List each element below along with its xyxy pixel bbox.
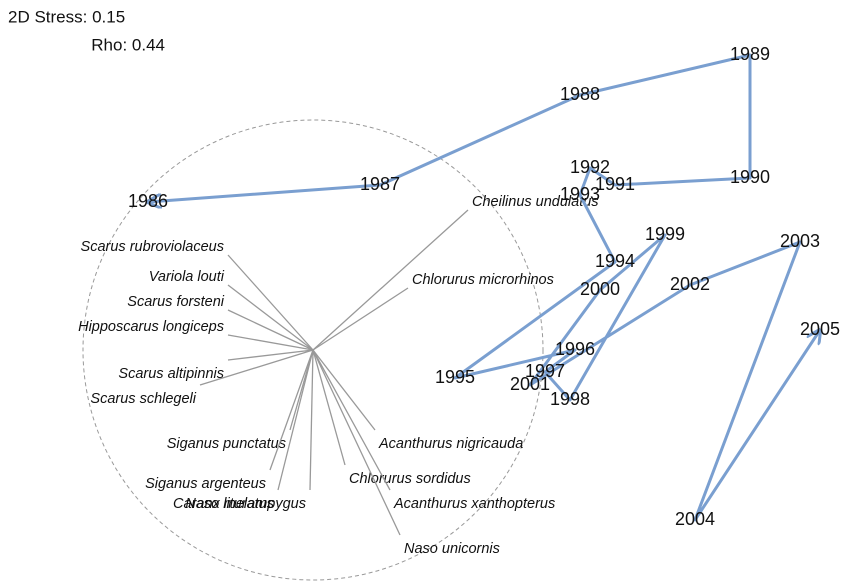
species-label: Variola louti (149, 269, 225, 285)
species-label: Scarus altipinnis (118, 366, 224, 382)
trajectory (148, 53, 820, 522)
year-label: 1994 (595, 251, 635, 271)
year-label: 1998 (550, 389, 590, 409)
species-label: Scarus forsteni (127, 294, 224, 310)
species-label: Siganus argenteus (145, 476, 266, 492)
species-label: Scarus rubroviolaceus (81, 239, 224, 255)
species-label: Chlorurus sordidus (349, 471, 471, 487)
species-vector (312, 349, 391, 491)
correlation-circle (82, 119, 544, 581)
year-label: 1989 (730, 44, 770, 64)
year-label: 2000 (580, 279, 620, 299)
species-label: Scarus schlegeli (90, 391, 196, 407)
year-label: 2001 (510, 374, 550, 394)
year-label: 1992 (570, 157, 610, 177)
year-label: 2003 (780, 231, 820, 251)
species-vector (312, 287, 409, 351)
rho-note: Rho: 0.44 (91, 35, 165, 54)
year-label: 1999 (645, 224, 685, 244)
species-label: Hipposcarus longiceps (78, 319, 224, 335)
species-label: Caranx melampygus (173, 496, 306, 512)
year-label: 2002 (670, 274, 710, 294)
species-vector (199, 349, 314, 386)
year-label: 1996 (555, 339, 595, 359)
species-vector (312, 349, 346, 466)
species-vector (309, 349, 314, 491)
species-vector (227, 309, 314, 351)
stress-note: 2D Stress: 0.15 (8, 7, 125, 26)
year-label: 1995 (435, 367, 475, 387)
year-label: 2005 (800, 319, 840, 339)
species-vector (269, 349, 314, 471)
species-vector (227, 349, 314, 361)
year-label: 1990 (730, 167, 770, 187)
year-label: 2004 (675, 509, 715, 529)
species-label: Chlorurus microrhinos (412, 272, 554, 288)
species-vector (312, 349, 376, 431)
year-label: 1991 (595, 174, 635, 194)
species-label: Naso lituratus (185, 496, 274, 512)
year-label: 1993 (560, 184, 600, 204)
species-label: Naso unicornis (404, 541, 500, 557)
species-vector (227, 284, 314, 351)
species-label: Acanthurus xanthopterus (393, 496, 555, 512)
year-label: 1987 (360, 174, 400, 194)
species-vector (227, 254, 314, 351)
species-vector (312, 349, 401, 536)
species-vector (277, 349, 314, 491)
species-label: Siganus punctatus (167, 436, 286, 452)
species-label: Acanthurus nigricauda (378, 436, 523, 452)
year-label: 1997 (525, 361, 565, 381)
species-vector (227, 334, 314, 351)
year-label: 1988 (560, 84, 600, 104)
year-label: 1986 (128, 191, 168, 211)
